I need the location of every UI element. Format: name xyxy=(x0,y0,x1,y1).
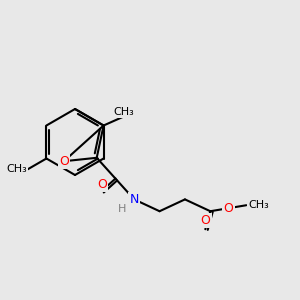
Text: CH₃: CH₃ xyxy=(113,106,134,117)
Text: O: O xyxy=(200,214,210,227)
Text: N: N xyxy=(130,193,139,206)
Text: O: O xyxy=(224,202,233,215)
Text: O: O xyxy=(97,178,107,190)
Text: H: H xyxy=(118,204,126,214)
Text: CH₃: CH₃ xyxy=(248,200,269,210)
Text: CH₃: CH₃ xyxy=(7,164,27,175)
Text: O: O xyxy=(59,155,69,168)
